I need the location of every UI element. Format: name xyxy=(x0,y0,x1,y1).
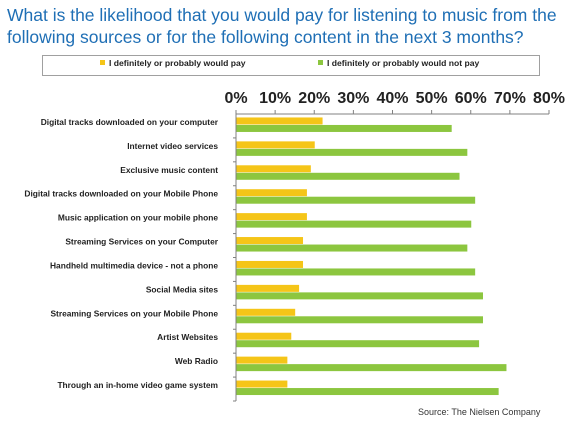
category-label: Web Radio xyxy=(175,356,218,366)
bar-would-not-pay xyxy=(236,172,460,180)
bar-would-not-pay xyxy=(236,316,483,324)
bar-would-not-pay xyxy=(236,340,480,348)
chart-legend: I definitely or probably would pay I def… xyxy=(42,55,540,76)
category-label: Artist Websites xyxy=(157,332,218,342)
x-tick-label: 10% xyxy=(259,90,291,107)
bar-would-pay xyxy=(236,308,296,316)
legend-item-would-not-pay: I definitely or probably would not pay xyxy=(318,58,479,68)
category-label: Digital tracks downloaded on your Mobile… xyxy=(24,189,218,199)
x-tick-label: 30% xyxy=(337,90,369,107)
x-tick-label: 40% xyxy=(376,90,408,107)
category-label: Music application on your mobile phone xyxy=(58,213,218,223)
source-note: Source: The Nielsen Company xyxy=(418,407,541,417)
bar-would-pay xyxy=(236,213,307,221)
bar-would-not-pay xyxy=(236,196,476,204)
bar-would-pay xyxy=(236,141,315,149)
x-tick-label: 80% xyxy=(533,90,565,107)
bar-would-not-pay xyxy=(236,388,499,396)
bar-would-pay xyxy=(236,189,307,197)
bar-would-not-pay xyxy=(236,124,452,132)
bar-would-not-pay xyxy=(236,220,472,228)
bar-would-pay xyxy=(236,356,288,364)
category-label: Digital tracks downloaded on your comput… xyxy=(41,117,219,127)
bar-would-not-pay xyxy=(236,268,476,276)
category-label: Streaming Services on your Computer xyxy=(65,237,218,247)
category-label: Through an in-home video game system xyxy=(57,380,218,390)
legend-label-would-not-pay: I definitely or probably would not pay xyxy=(327,58,480,68)
bar-would-pay xyxy=(236,117,323,125)
bar-would-pay xyxy=(236,380,288,388)
x-tick-label: 50% xyxy=(416,90,448,107)
category-label: Handheld multimedia device - not a phone xyxy=(50,260,218,270)
x-tick-label: 0% xyxy=(224,90,247,107)
category-label: Social Media sites xyxy=(146,284,218,294)
bar-would-not-pay xyxy=(236,292,483,300)
x-tick-label: 70% xyxy=(494,90,526,107)
bar-would-not-pay xyxy=(236,244,468,252)
legend-label-would-pay: I definitely or probably would pay xyxy=(109,58,246,68)
category-label: Exclusive music content xyxy=(120,165,218,175)
chart-title: What is the likelihood that you would pa… xyxy=(7,5,557,47)
legend-swatch-would-not-pay xyxy=(318,60,323,65)
bar-would-pay xyxy=(236,237,304,245)
bar-would-pay xyxy=(236,165,311,173)
bar-would-pay xyxy=(236,260,304,268)
category-label: Streaming Services on your Mobile Phone xyxy=(50,308,218,318)
bar-would-pay xyxy=(236,332,292,340)
bar-would-not-pay xyxy=(236,364,507,372)
bar-would-not-pay xyxy=(236,148,468,156)
legend-item-would-pay: I definitely or probably would pay xyxy=(100,58,246,68)
x-tick-label: 20% xyxy=(298,90,330,107)
bar-would-pay xyxy=(236,284,300,292)
x-tick-label: 60% xyxy=(455,90,487,107)
legend-swatch-would-pay xyxy=(100,60,105,65)
category-label: Internet video services xyxy=(127,141,218,151)
